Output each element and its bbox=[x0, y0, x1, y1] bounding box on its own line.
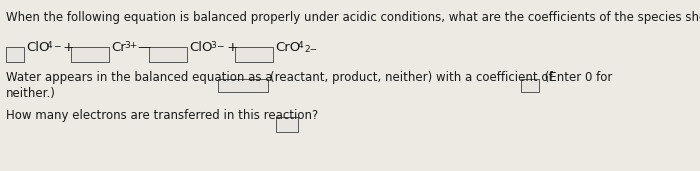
Bar bbox=[149, 47, 187, 62]
Text: +: + bbox=[59, 41, 74, 54]
Text: Water appears in the balanced equation as a: Water appears in the balanced equation a… bbox=[6, 71, 272, 84]
Text: 3: 3 bbox=[210, 41, 216, 50]
Text: −: − bbox=[53, 41, 60, 50]
Text: 3+: 3+ bbox=[124, 41, 137, 50]
Text: —: — bbox=[137, 41, 150, 54]
Text: (Enter 0 for: (Enter 0 for bbox=[541, 71, 612, 84]
Text: ClO: ClO bbox=[26, 41, 50, 54]
Text: −: − bbox=[216, 41, 223, 50]
Text: CrO: CrO bbox=[275, 41, 300, 54]
Text: neither.): neither.) bbox=[6, 87, 56, 100]
Bar bbox=[6, 47, 24, 62]
Text: 4: 4 bbox=[47, 41, 52, 50]
Text: 4: 4 bbox=[298, 41, 304, 50]
Text: When the following equation is balanced properly under acidic conditions, what a: When the following equation is balanced … bbox=[6, 11, 700, 24]
Text: +: + bbox=[223, 41, 238, 54]
Bar bbox=[521, 79, 539, 92]
Text: 2−: 2− bbox=[304, 45, 317, 54]
Text: How many electrons are transferred in this reaction?: How many electrons are transferred in th… bbox=[6, 109, 318, 122]
Text: ClO: ClO bbox=[189, 41, 213, 54]
Bar bbox=[71, 47, 109, 62]
Text: (reactant, product, neither) with a coefficient of: (reactant, product, neither) with a coef… bbox=[270, 71, 552, 84]
Bar bbox=[235, 47, 273, 62]
Bar bbox=[276, 117, 298, 132]
Text: Cr: Cr bbox=[111, 41, 126, 54]
Bar bbox=[218, 79, 268, 92]
